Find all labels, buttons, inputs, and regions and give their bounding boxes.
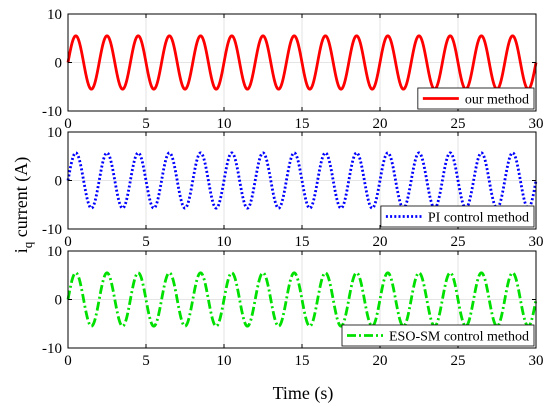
x-tick-label: 0 [64, 353, 72, 369]
legend: our method [417, 87, 535, 110]
legend: ESO-SM control method [341, 324, 535, 347]
y-tick-label: -10 [42, 222, 62, 238]
x-tick-label: 15 [295, 234, 310, 250]
x-tick-label: 20 [373, 234, 388, 250]
x-tick-label: 15 [295, 353, 310, 369]
x-tick-label: 25 [451, 234, 466, 250]
x-tick-label: 5 [142, 353, 150, 369]
legend-box [380, 205, 535, 228]
y-tick-label: 10 [47, 244, 62, 260]
legend-box [341, 324, 535, 347]
x-tick-label: 30 [529, 116, 544, 132]
legend-label: ESO-SM control method [389, 330, 529, 345]
x-tick-label: 0 [64, 234, 72, 250]
y-tick-label: -10 [42, 104, 62, 120]
legend-box [417, 87, 535, 110]
x-tick-label: 25 [451, 116, 466, 132]
x-axis-label: Time (s) [273, 383, 334, 404]
series-line-2-1 [66, 151, 538, 210]
y-axis-label-rest: current (A) [11, 157, 32, 242]
y-tick-label: 0 [55, 293, 63, 309]
y-tick-label: 10 [47, 7, 62, 23]
x-tick-label: 5 [142, 116, 150, 132]
x-tick-label: 20 [373, 353, 388, 369]
x-tick-label: 0 [64, 116, 72, 132]
y-tick-label: 10 [47, 125, 62, 141]
legend: PI control method [380, 205, 535, 228]
y-tick-label: 0 [55, 174, 63, 190]
y-tick-label: 0 [55, 56, 63, 72]
x-tick-label: 10 [217, 116, 232, 132]
x-tick-label: 20 [373, 116, 388, 132]
legend-label: PI control method [428, 211, 529, 226]
series-line-3-1 [66, 271, 538, 328]
y-axis-label-sub: q [20, 241, 35, 248]
x-tick-label: 5 [142, 234, 150, 250]
y-axis-label-main: i [11, 248, 31, 253]
x-tick-label: 30 [529, 234, 544, 250]
x-tick-label: 25 [451, 353, 466, 369]
legend-label: our method [465, 93, 529, 108]
series-line-1-1 [66, 34, 538, 91]
x-tick-label: 10 [217, 234, 232, 250]
y-tick-label: -10 [42, 341, 62, 357]
y-axis-label: iq current (A) [11, 157, 35, 253]
x-tick-label: 15 [295, 116, 310, 132]
x-tick-label: 30 [529, 353, 544, 369]
x-tick-label: 10 [217, 353, 232, 369]
